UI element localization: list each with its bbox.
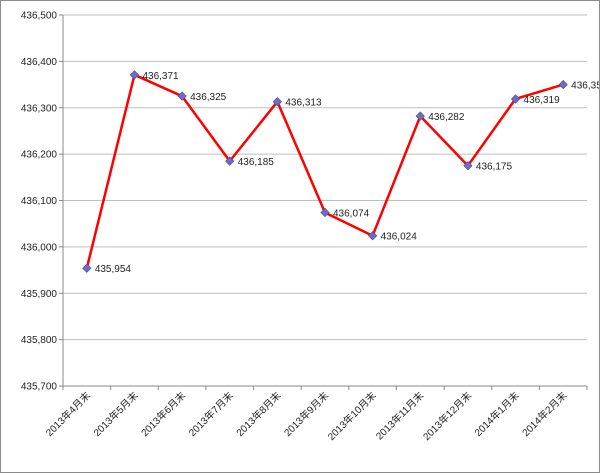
data-point (368, 231, 378, 241)
x-tick-label: 2013年7月末 (186, 389, 236, 439)
y-tick-label: 436,300 (21, 103, 58, 114)
gridlines (59, 14, 587, 387)
data-label: 436,325 (190, 92, 227, 103)
data-label: 436,024 (381, 232, 418, 243)
data-point (558, 79, 568, 90)
data-labels: 435,954 436,371 436,325 436,185 436,313 436,0… (95, 71, 599, 275)
data-point (82, 263, 92, 273)
x-tick-label: 2013年5月末 (91, 389, 141, 439)
y-tick-label: 436,000 (21, 242, 58, 253)
y-tick-label: 436,200 (21, 150, 58, 161)
data-label: 436,074 (333, 209, 370, 220)
y-tick-label: 436,400 (21, 57, 58, 68)
y-tick-label: 435,700 (21, 382, 58, 393)
x-tick-label: 2013年6月末 (138, 389, 188, 439)
data-label: 435,954 (95, 264, 132, 275)
y-tick-label: 436,100 (21, 196, 58, 207)
x-tick-label: 2013年8月末 (233, 389, 283, 439)
x-axis-ticks: 2013年4月末2013年5月末2013年6月末2013年7月末2013年8月末… (43, 386, 588, 443)
data-point (463, 161, 473, 171)
x-tick-label: 2013年10月末 (325, 389, 379, 443)
data-point (129, 70, 140, 80)
y-tick-label: 435,800 (21, 335, 58, 346)
data-point (225, 156, 235, 166)
data-label: 436,371 (142, 71, 179, 82)
data-label: 436,350 (571, 81, 599, 92)
data-markers (82, 70, 568, 273)
watermark: hamlife.jp (489, 448, 599, 472)
watermark-text: hamlife.jp (506, 452, 591, 468)
y-tick-label: 436,500 (21, 11, 58, 22)
x-tick-label: 2013年12月末 (420, 389, 474, 443)
data-point (510, 94, 521, 104)
data-point (272, 97, 282, 107)
x-tick-label: 2013年9月末 (281, 389, 331, 439)
data-label: 436,282 (428, 112, 465, 123)
x-tick-label: 2013年11月末 (373, 389, 426, 442)
data-label: 436,313 (285, 98, 322, 109)
y-axis-ticks: 435,700 435,800 435,900 436,000 436,100 436,2… (21, 11, 58, 393)
y-tick-label: 435,900 (21, 289, 58, 300)
data-label: 436,319 (524, 95, 561, 106)
x-tick-label: 2014年2月末 (519, 389, 569, 439)
data-point (320, 207, 330, 218)
x-tick-label: 2013年4月末 (43, 389, 93, 439)
data-point (177, 91, 187, 101)
x-tick-label: 2014年1月末 (472, 389, 522, 439)
data-label: 436,175 (476, 162, 513, 173)
data-point (415, 111, 425, 121)
data-label: 436,185 (238, 157, 275, 168)
